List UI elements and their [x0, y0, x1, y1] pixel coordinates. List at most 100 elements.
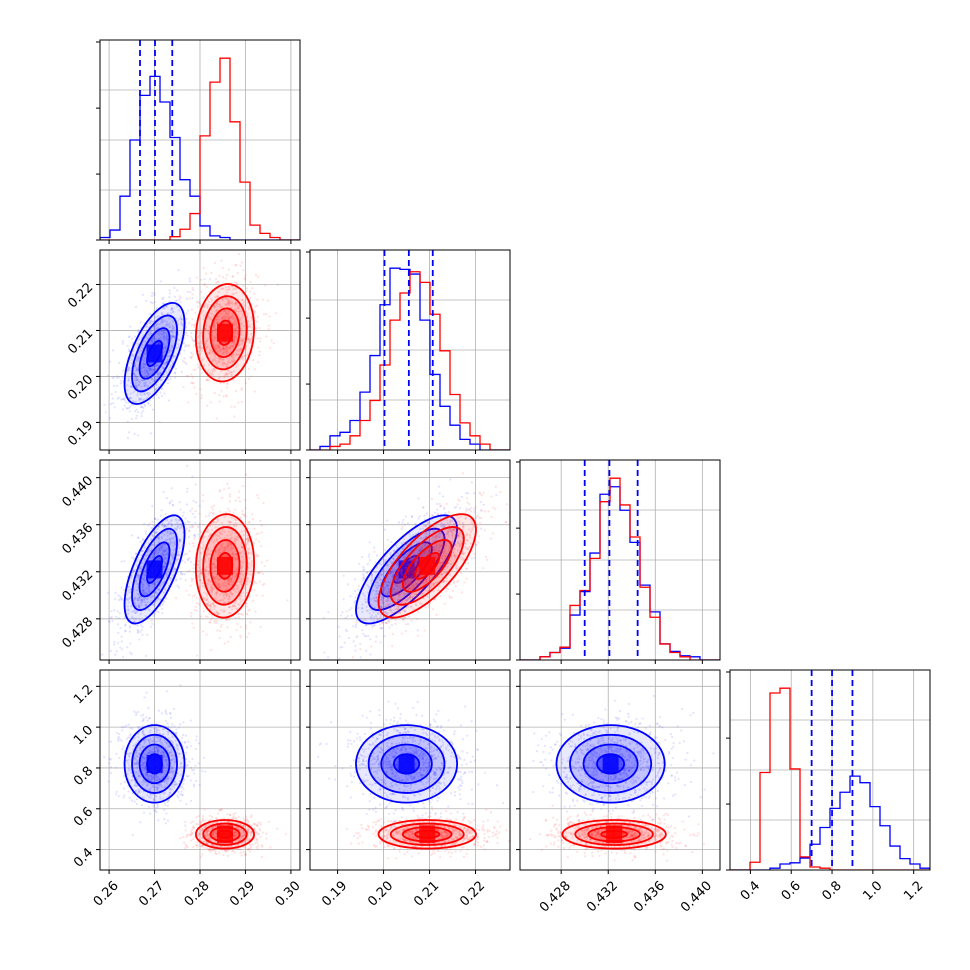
sample-point — [166, 358, 170, 361]
sample-point — [244, 541, 247, 544]
sample-point — [165, 573, 168, 576]
sample-point — [179, 296, 182, 299]
sample-point — [229, 611, 232, 615]
sample-point — [238, 490, 241, 493]
sample-point — [141, 592, 144, 595]
sample-point — [441, 495, 445, 498]
sample-point — [168, 292, 171, 295]
sample-point — [186, 375, 190, 378]
sample-point — [416, 629, 419, 632]
sample-point — [216, 590, 219, 593]
sample-point — [216, 322, 219, 325]
sample-point — [143, 393, 147, 396]
sample-point — [225, 366, 228, 369]
sample-point — [135, 408, 138, 411]
sample-point — [134, 611, 137, 615]
sample-point — [154, 584, 157, 587]
sample-point — [249, 280, 252, 284]
sample-point — [490, 515, 493, 519]
sample-point — [242, 484, 245, 488]
sample-point — [385, 612, 388, 616]
sample-point — [224, 372, 227, 376]
sample-point — [214, 295, 217, 298]
sample-point — [171, 556, 175, 559]
sample-point — [372, 596, 375, 600]
sample-point — [183, 361, 186, 364]
sample-point — [168, 349, 171, 352]
sample-point — [216, 612, 219, 616]
sample-point — [221, 313, 224, 316]
sample-point — [178, 519, 181, 522]
sample-point — [148, 522, 151, 525]
sample-point — [133, 365, 136, 368]
sample-point — [156, 342, 159, 345]
sample-point — [158, 549, 162, 552]
sample-point — [143, 597, 146, 601]
sample-point — [157, 538, 161, 541]
sample-point — [232, 353, 236, 357]
sample-point — [150, 377, 153, 381]
sample-point — [244, 382, 247, 385]
sample-point — [144, 615, 147, 618]
sample-point — [179, 572, 183, 575]
sample-point — [219, 382, 222, 385]
sample-point — [247, 551, 250, 554]
sample-point — [134, 552, 138, 555]
sample-point — [426, 522, 429, 525]
contour-line-2 — [209, 539, 241, 593]
sample-point — [155, 306, 158, 309]
sample-point — [363, 634, 366, 638]
sample-point — [119, 598, 122, 601]
sample-point — [161, 318, 164, 321]
sample-point — [125, 406, 128, 410]
sample-point — [212, 504, 216, 507]
sample-point — [214, 549, 217, 553]
sample-point — [189, 560, 192, 563]
sample-point — [381, 595, 384, 599]
sample-point — [169, 330, 172, 333]
sample-point — [237, 496, 240, 499]
sample-point — [215, 317, 218, 320]
sample-point — [201, 500, 204, 503]
sample-point — [231, 593, 234, 596]
sample-point — [214, 359, 217, 362]
sample-point — [204, 342, 207, 346]
sample-point — [162, 490, 165, 494]
sample-point — [226, 302, 229, 305]
sample-point — [229, 549, 232, 552]
sample-point — [444, 533, 448, 536]
sample-point — [212, 367, 215, 371]
sample-point — [206, 345, 209, 348]
sample-point — [240, 599, 243, 602]
sample-point — [206, 404, 209, 407]
sample-point — [367, 634, 370, 638]
sample-point — [198, 302, 201, 305]
sample-point — [241, 338, 244, 341]
panel-p0-p1: 0.190.200.210.22 — [65, 249, 301, 454]
sample-point — [160, 313, 164, 316]
sample-point — [140, 385, 143, 388]
sample-point — [228, 596, 231, 599]
sample-point — [148, 333, 151, 337]
sample-point — [183, 357, 186, 360]
sample-point — [148, 367, 152, 370]
sample-point — [191, 286, 194, 290]
sample-point — [252, 358, 255, 362]
sample-point — [185, 374, 189, 377]
sample-point — [386, 584, 389, 588]
sample-point — [162, 549, 165, 552]
sample-point — [151, 291, 154, 295]
sample-point — [228, 299, 231, 303]
sample-point — [146, 374, 149, 378]
sample-point — [210, 540, 213, 543]
sample-point — [257, 275, 260, 278]
sample-point — [211, 335, 214, 338]
sample-point — [415, 583, 418, 586]
sample-point — [209, 371, 212, 374]
sample-point — [387, 620, 390, 623]
sample-point — [165, 373, 168, 376]
sample-point — [134, 374, 137, 377]
sample-point — [217, 280, 220, 283]
sample-point — [202, 523, 205, 526]
sample-point — [226, 372, 229, 376]
